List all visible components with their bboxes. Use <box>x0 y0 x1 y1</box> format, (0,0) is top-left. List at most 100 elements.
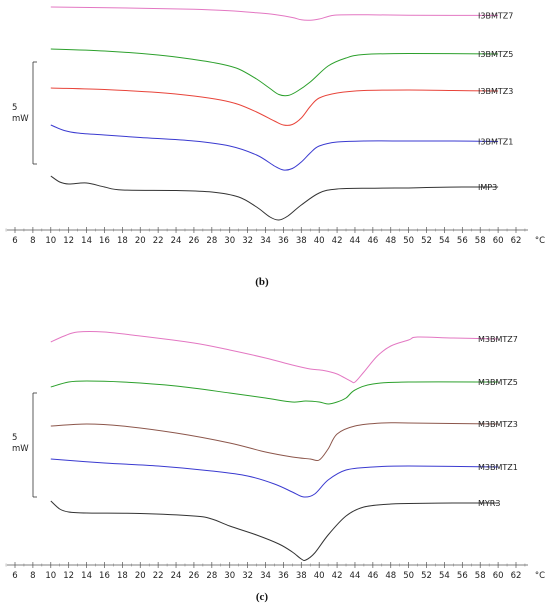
x-tick-label: 26 <box>189 236 200 246</box>
x-tick-label: 22 <box>153 571 164 581</box>
x-tick-label: 56 <box>457 571 468 581</box>
x-tick-label: 16 <box>99 571 110 581</box>
x-axis-unit: °C <box>535 571 545 581</box>
x-tick-label: 10 <box>45 236 56 246</box>
x-tick-label: 38 <box>296 571 307 581</box>
x-tick-label: 62 <box>511 571 522 581</box>
x-tick-label: 24 <box>171 236 182 246</box>
series-label-I3BMTZ3: I3BMTZ3 <box>478 87 513 96</box>
series-line-I3BMTZ1 <box>50 124 499 171</box>
scale-bar: 5mW <box>12 61 37 165</box>
x-tick-label: 34 <box>260 571 271 581</box>
series-label-M3BMTZ3: M3BMTZ3 <box>478 420 518 429</box>
panel-b: 6 8 10 12 14 16 18 20 22 24 26 28 30 32 34 36 38 40 42 44 46… <box>5 6 545 288</box>
series-M3BMTZ3: M3BMTZ3 <box>50 420 518 462</box>
x-tick-label: 26 <box>189 571 200 581</box>
x-tick-label: 28 <box>206 571 217 581</box>
x-tick-label: 46 <box>367 571 378 581</box>
x-tick-label: 58 <box>475 571 486 581</box>
x-tick-label: 6 <box>12 236 17 246</box>
x-tick-label: 12 <box>63 571 74 581</box>
scale-bar-value: 5 <box>12 103 17 113</box>
x-tick-label: 10 <box>45 571 56 581</box>
series-line-I3BMTZ5 <box>50 48 499 97</box>
panel-label: (c) <box>256 591 269 603</box>
x-tick-label: 20 <box>135 236 146 246</box>
series-M3BMTZ5: M3BMTZ5 <box>50 378 518 405</box>
series-I3BMTZ3: I3BMTZ3 <box>50 87 513 126</box>
series-line-I3BMTZ3 <box>50 87 499 126</box>
x-tick-label: 8 <box>30 236 35 246</box>
x-tick-label: 18 <box>117 571 128 581</box>
series-I3BMTZ5: I3BMTZ5 <box>50 48 513 97</box>
x-tick-label: 12 <box>63 236 74 246</box>
panel-c: 6 8 10 12 14 16 18 20 22 24 26 28 30 32 34 36 38 40 42 44 46… <box>5 330 545 603</box>
x-tick-label: 62 <box>511 236 522 246</box>
series-line-I3BMTZ7 <box>50 6 499 21</box>
x-tick-label: 6 <box>12 571 17 581</box>
x-tick-label: 58 <box>475 236 486 246</box>
series-IMP3: IMP3 <box>50 175 499 221</box>
x-tick-label: 52 <box>421 571 432 581</box>
x-tick-label: 14 <box>81 571 92 581</box>
x-tick-label: 24 <box>171 571 182 581</box>
x-tick-label: 18 <box>117 236 128 246</box>
x-tick-label: 38 <box>296 236 307 246</box>
series-label-IMP3: IMP3 <box>478 183 497 192</box>
series-label-M3BMTZ5: M3BMTZ5 <box>478 378 518 387</box>
x-tick-label: 30 <box>224 571 235 581</box>
x-tick-label: 36 <box>278 236 289 246</box>
x-tick-label: 8 <box>30 571 35 581</box>
series-line-M3BMTZ1 <box>50 458 499 498</box>
x-tick-label: 32 <box>242 571 253 581</box>
x-tick-label: 30 <box>224 236 235 246</box>
x-tick-label: 22 <box>153 236 164 246</box>
series-M3BMTZ1: M3BMTZ1 <box>50 458 518 498</box>
x-tick-label: 20 <box>135 571 146 581</box>
series-I3BMTZ7: I3BMTZ7 <box>50 6 513 21</box>
x-tick-label: 44 <box>350 236 361 246</box>
series-label-MYR3: MYR3 <box>478 499 500 508</box>
x-tick-label: 16 <box>99 236 110 246</box>
x-tick-label: 52 <box>421 236 432 246</box>
panel-label: (b) <box>255 276 269 288</box>
scale-bar-value: 5 <box>12 433 17 443</box>
series-label-M3BMTZ1: M3BMTZ1 <box>478 463 518 472</box>
x-tick-label: 28 <box>206 236 217 246</box>
series-line-MYR3 <box>50 500 499 561</box>
x-tick-label: 60 <box>493 571 504 581</box>
x-tick-label: 60 <box>493 236 504 246</box>
x-tick-label: 14 <box>81 236 92 246</box>
series-M3BMTZ7: M3BMTZ7 <box>50 330 518 384</box>
x-tick-label: 36 <box>278 571 289 581</box>
x-tick-label: 48 <box>385 236 396 246</box>
scale-bar: 5mW <box>12 392 37 498</box>
x-tick-label: 32 <box>242 236 253 246</box>
series-line-M3BMTZ7 <box>50 330 499 384</box>
scale-bar-unit: mW <box>12 444 29 454</box>
series-I3BMTZ1: I3BMTZ1 <box>50 124 513 171</box>
series-label-M3BMTZ7: M3BMTZ7 <box>478 335 518 344</box>
series-label-I3BMTZ7: I3BMTZ7 <box>478 11 513 20</box>
x-tick-label: 44 <box>350 571 361 581</box>
x-tick-label: 42 <box>332 236 343 246</box>
series-MYR3: MYR3 <box>50 499 500 561</box>
scale-bar-unit: mW <box>12 114 29 124</box>
series-label-I3BMTZ5: I3BMTZ5 <box>478 50 513 59</box>
x-tick-label: 48 <box>385 571 396 581</box>
x-tick-label: 40 <box>314 571 325 581</box>
series-line-M3BMTZ5 <box>50 380 499 405</box>
x-axis-unit: °C <box>535 236 545 246</box>
x-tick-label: 50 <box>403 571 414 581</box>
x-tick-label: 54 <box>439 236 450 246</box>
series-line-IMP3 <box>50 175 499 221</box>
x-tick-label: 34 <box>260 236 271 246</box>
x-tick-label: 54 <box>439 571 450 581</box>
x-tick-label: 56 <box>457 236 468 246</box>
series-line-M3BMTZ3 <box>50 422 499 462</box>
x-tick-label: 46 <box>367 236 378 246</box>
x-tick-label: 40 <box>314 236 325 246</box>
series-label-I3BMTZ1: I3BMTZ1 <box>478 138 513 147</box>
x-tick-label: 42 <box>332 571 343 581</box>
